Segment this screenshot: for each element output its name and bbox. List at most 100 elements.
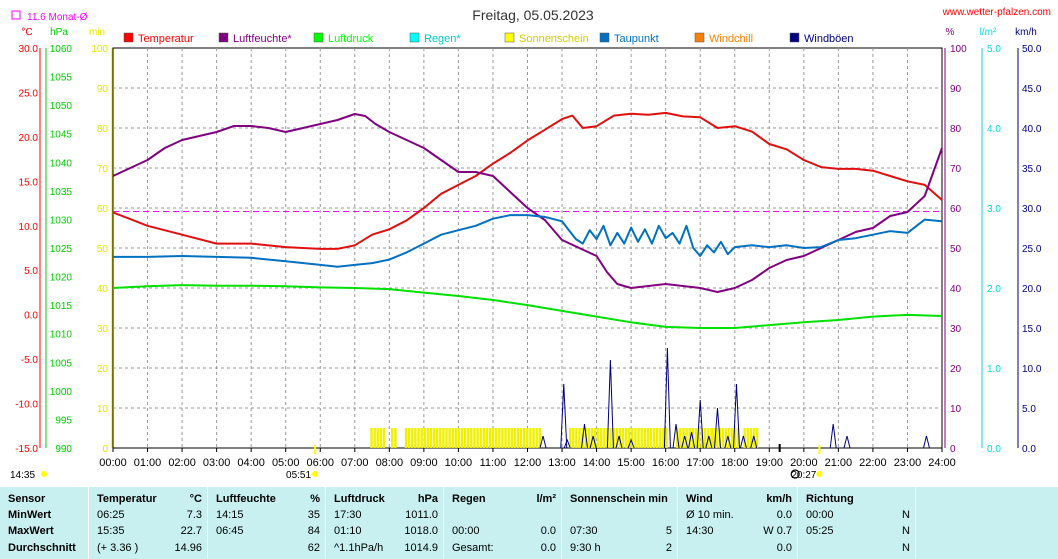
sunshine-bar <box>704 428 707 448</box>
weather-chart: Freitag, 05.05.2023 www.wetter-pfalzen.c… <box>10 7 1051 481</box>
sunshine-bar <box>634 428 637 448</box>
table-cell-time: Ø 10 min. <box>686 509 734 521</box>
series-windboeen <box>539 347 930 449</box>
minutes-tick-label: 0 <box>102 444 108 455</box>
sunshine-bar <box>640 428 643 448</box>
table-cell-time: 00:00 <box>452 525 480 537</box>
current-time-label: 14:35 <box>10 470 35 481</box>
sunshine-bar <box>451 428 454 448</box>
humidity-tick-label: 30 <box>950 324 962 335</box>
series-luftfeuchte <box>112 113 943 293</box>
humidity-tick-label: 100 <box>950 44 967 55</box>
sunshine-bar <box>665 428 668 448</box>
x-tick-label: 16:00 <box>652 457 680 469</box>
wind-gust-spike <box>713 407 721 449</box>
sunshine-bar <box>439 428 442 448</box>
sunrise-label: 05:51 <box>286 470 311 481</box>
sunshine-bar <box>482 428 486 448</box>
table-cell-time: Gesamt: <box>452 542 494 554</box>
sunshine-bar <box>682 428 685 448</box>
legend-swatch <box>409 32 420 43</box>
wind-tick-label: 25.0 <box>1022 244 1042 255</box>
table-cell-value: 7.3 <box>186 509 202 521</box>
sunshine-bar <box>612 428 615 448</box>
sunshine-bar <box>649 428 653 448</box>
pressure-tick-label: 1015 <box>50 301 73 312</box>
wind-gust-spike <box>589 435 597 449</box>
sunshine-bar <box>746 428 749 448</box>
sunshine-bar <box>417 428 420 448</box>
monthly-avg-legend-box <box>11 10 21 20</box>
sunshine-bar <box>391 428 394 448</box>
wind-tick-label: 5.0 <box>1022 404 1036 415</box>
wind-tick-label: 0.0 <box>1022 444 1036 455</box>
minutes-tick-label: 20 <box>97 364 109 375</box>
series-luftdruck <box>112 284 943 329</box>
sunshine-bar <box>590 428 594 448</box>
table-column: Luftdruck hPa 17:30 1011.0 01:10 1018.0 ^1.1hP… <box>325 487 444 559</box>
minutes-tick-label: 50 <box>97 244 109 255</box>
wind-tick-label: 15.0 <box>1022 324 1042 335</box>
wind-gust-spike <box>560 383 568 449</box>
sunshine-bar <box>712 428 715 448</box>
monthly-avg-label: 11.6 Monat-Ø <box>27 12 88 23</box>
table-cell-value: 0.0 <box>776 509 792 521</box>
pressure-unit-label: hPa <box>50 27 68 38</box>
x-tick-label: 24:00 <box>928 457 956 469</box>
temp-tick-label: 15.0 <box>19 177 39 188</box>
sunshine-bar <box>621 428 625 448</box>
table-cell-time: (+ 3.36 ) <box>97 542 139 554</box>
pressure-tick-label: 1005 <box>50 358 73 369</box>
rain-tick-label: 4.0 <box>987 124 1001 135</box>
sunshine-bars <box>370 428 759 448</box>
sunshine-bar <box>685 428 688 448</box>
pressure-tick-label: 990 <box>55 444 72 455</box>
table-cell-time: 15:35 <box>97 525 125 537</box>
sunshine-bar <box>426 428 430 448</box>
sunshine-bar <box>535 428 538 448</box>
sunshine-bar <box>715 428 718 448</box>
sunshine-bar <box>600 428 603 448</box>
humidity-tick-label: 20 <box>950 364 962 375</box>
pressure-tick-label: 1050 <box>50 101 73 112</box>
table-column-empty <box>915 487 1058 559</box>
sunshine-bar <box>373 428 376 448</box>
sunshine-bar <box>572 428 575 448</box>
sunshine-bar <box>628 428 631 448</box>
sunshine-bar <box>538 428 541 448</box>
sunshine-bar <box>646 428 650 448</box>
table-header: Richtung <box>806 493 854 505</box>
sunshine-bar <box>526 428 529 448</box>
rain-tick-label: 2.0 <box>987 284 1001 295</box>
pressure-tick-label: 1035 <box>50 187 73 198</box>
table-cell-value: W 0.7 <box>763 525 792 537</box>
minutes-tick-label: 90 <box>97 84 109 95</box>
x-tick-label: 04:00 <box>237 457 265 469</box>
wind-gust-spike <box>615 435 623 449</box>
table-cell-value: 0.0 <box>776 542 792 554</box>
wind-unit-label: km/h <box>1015 27 1037 38</box>
wind-gust-spike <box>580 423 588 449</box>
wind-gust-spike <box>696 399 704 449</box>
wind-gust-spike <box>688 431 696 449</box>
table-column: Richtung 00:00 N 05:25 N N <box>797 487 916 559</box>
sunshine-bar <box>491 428 495 448</box>
rain-unit-label: l/m² <box>980 27 997 38</box>
humidity-tick-label: 90 <box>950 84 962 95</box>
sunshine-bar <box>659 428 662 448</box>
x-tick-label: 08:00 <box>376 457 404 469</box>
x-tick-label: 22:00 <box>859 457 887 469</box>
sunshine-bar <box>615 428 618 448</box>
table-header-unit: °C <box>189 493 202 505</box>
sunshine-bar <box>510 428 513 448</box>
wind-gust-spike <box>843 435 851 449</box>
legend-swatch <box>123 32 134 43</box>
sunshine-bar <box>376 428 379 448</box>
table-column: Temperatur °C 06:25 7.3 15:35 22.7 (+ 3.36 ) 14… <box>88 487 208 559</box>
sunshine-bar <box>624 428 628 448</box>
pressure-tick-label: 1045 <box>50 130 73 141</box>
sunshine-bar <box>655 428 659 448</box>
table-cell-value: 5 <box>665 525 672 537</box>
table-cell-value: 22.7 <box>180 525 202 537</box>
moon-icon <box>790 469 800 479</box>
